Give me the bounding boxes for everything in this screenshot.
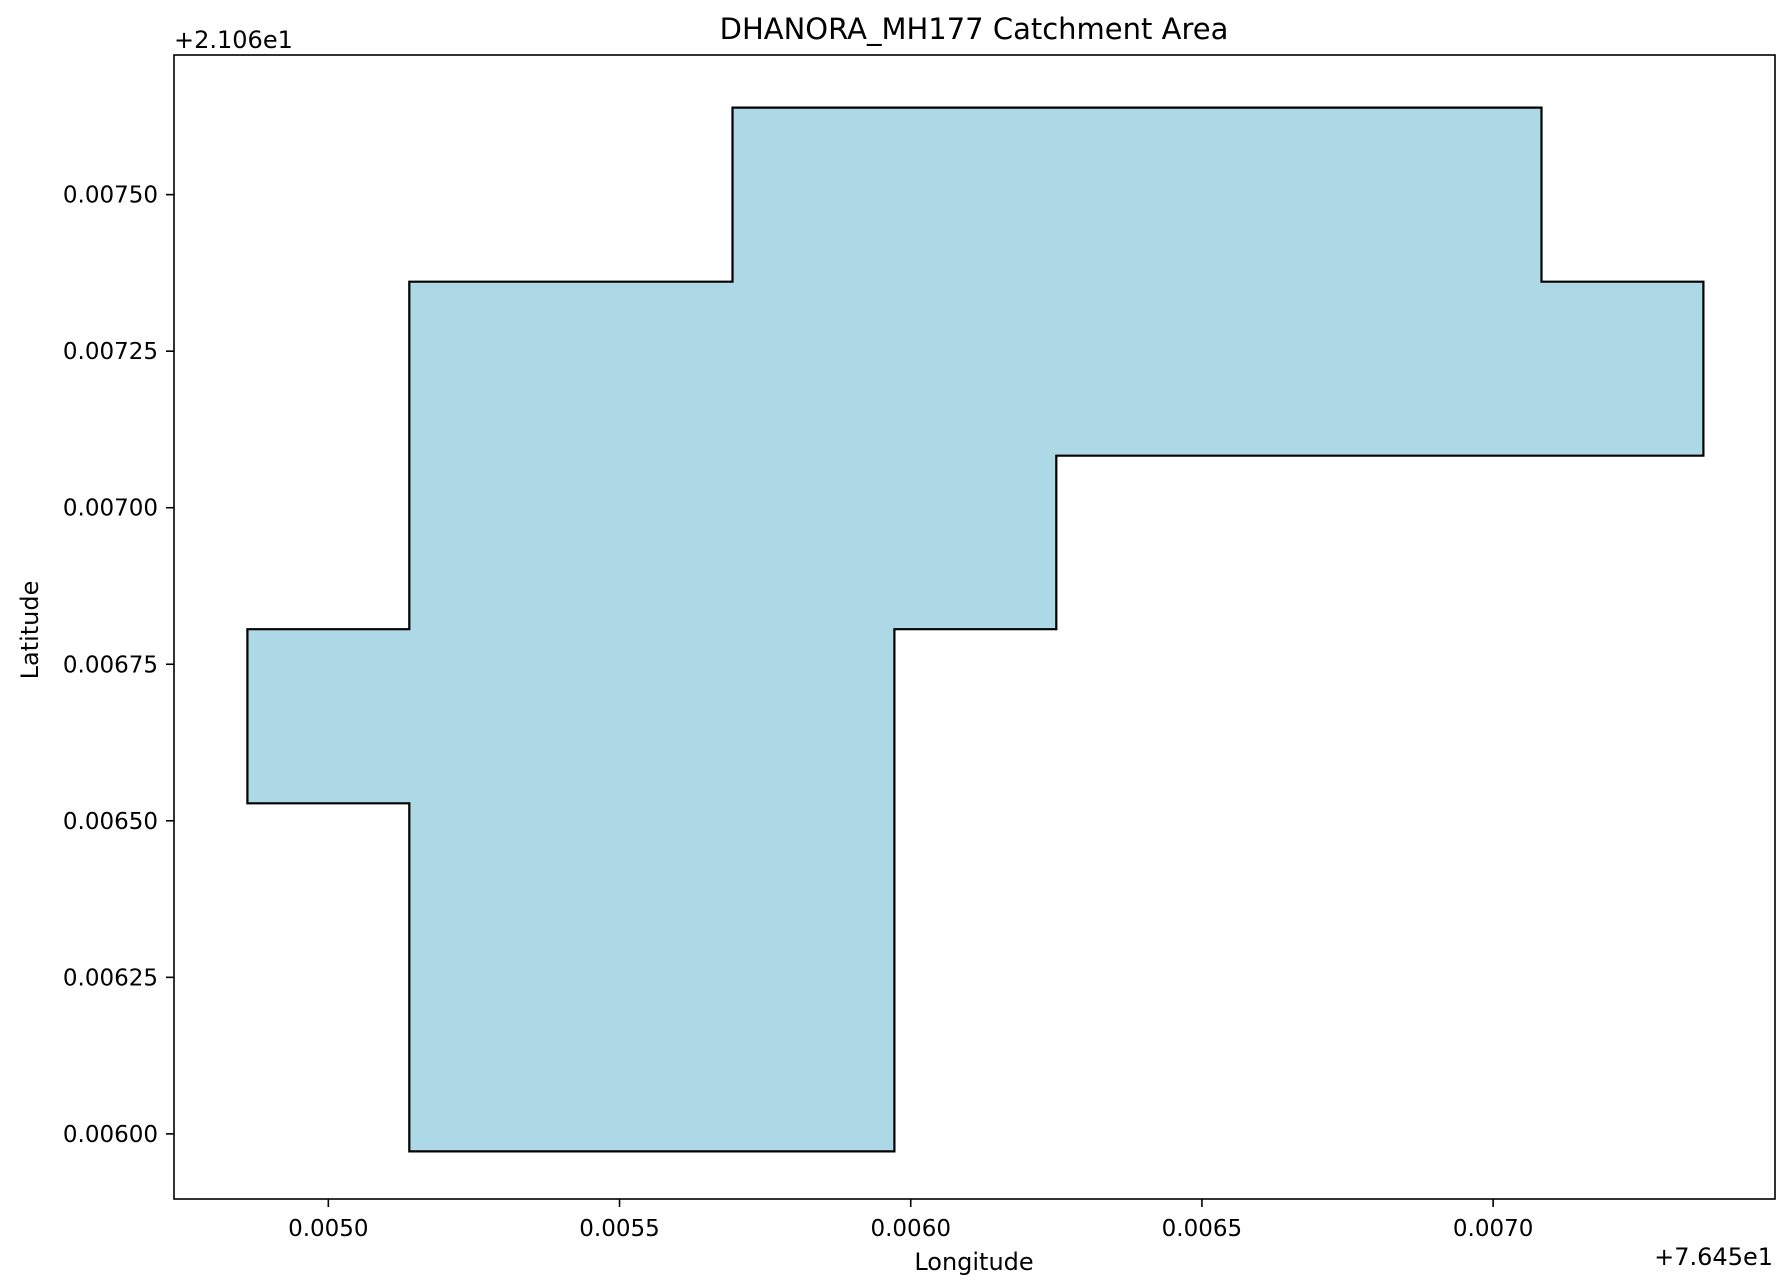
x-offset-label: +7.645e1 [1654, 1243, 1773, 1271]
x-axis-label: Longitude [914, 1248, 1033, 1276]
x-tick-label: 0.0060 [870, 1216, 950, 1242]
y-axis-ticks: 0.00600 0.00625 0.00650 0.00675 0.00700 0.007… [63, 183, 174, 1148]
x-tick-label: 0.0050 [288, 1216, 368, 1242]
x-tick-label: 0.0065 [1162, 1216, 1242, 1242]
polygon-layer [246, 106, 1705, 1153]
y-tick-label: 0.00650 [63, 809, 158, 835]
axes-frame [173, 54, 1776, 1200]
y-axis-label: Latitude [16, 581, 44, 680]
y-tick-label: 0.00600 [63, 1122, 158, 1148]
catchment-polygon [246, 106, 1705, 1153]
y-tick-label: 0.00750 [63, 183, 158, 209]
y-tick-label: 0.00625 [63, 965, 158, 991]
y-tick-label: 0.00675 [63, 652, 158, 678]
y-tick-label: 0.00725 [63, 339, 158, 365]
chart-title: DHANORA_MH177 Catchment Area [720, 12, 1229, 46]
x-axis-ticks: 0.0050 0.0055 0.0060 0.0065 0.0070 [288, 1199, 1533, 1242]
y-tick-label: 0.00700 [63, 496, 158, 522]
y-offset-label: +2.106e1 [174, 26, 293, 54]
x-tick-label: 0.0070 [1453, 1216, 1533, 1242]
x-tick-label: 0.0055 [579, 1216, 659, 1242]
